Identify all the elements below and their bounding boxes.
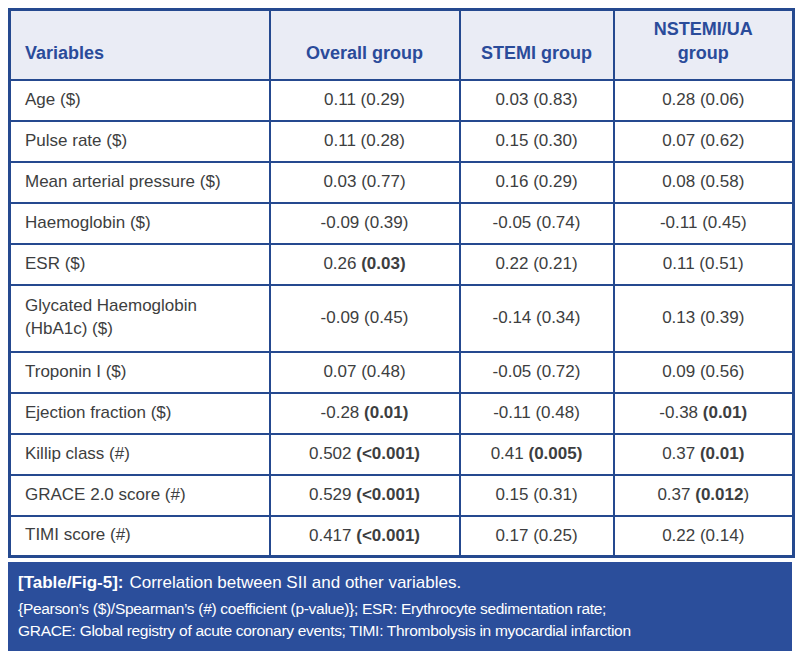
- table-caption-label: [Table/Fig-5]:: [18, 573, 123, 592]
- variable-label: Ejection fraction ($): [25, 403, 171, 422]
- overall-group-value-cell: 0.26 (0.03): [270, 244, 460, 285]
- table-row: Pulse rate ($) 0.11 (0.28) 0.15 (0.30) 0…: [10, 121, 794, 162]
- table-caption-line: [Table/Fig-5]: Correlation between SII an…: [18, 572, 780, 594]
- column-header-variables: Variables: [10, 10, 270, 80]
- column-header-stemi-group: STEMI group: [460, 10, 614, 80]
- variable-name-cell: ESR ($): [10, 244, 270, 285]
- nstemi-ua-group-value-cell: -0.11 (0.45): [614, 203, 794, 244]
- overall-group-value-cell: 0.11 (0.28): [270, 121, 460, 162]
- overall-group-value-cell: -0.28 (0.01): [270, 393, 460, 434]
- stemi-group-value-cell: 0.03 (0.83): [460, 80, 614, 121]
- overall-group-value-cell: 0.417 (<0.001): [270, 516, 460, 557]
- variable-label: Age ($): [25, 90, 81, 109]
- nstemi-ua-group-value-cell: 0.13 (0.39): [614, 285, 794, 352]
- stemi-group-value-cell: -0.14 (0.34): [460, 285, 614, 352]
- table-row: Killip class (#) 0.502 (<0.001) 0.41 (0.…: [10, 434, 794, 475]
- nstemi-ua-group-value-cell: 0.22 (0.14): [614, 516, 794, 557]
- table-row: TIMI score (#) 0.417 (<0.001) 0.17 (0.25…: [10, 516, 794, 557]
- variable-name-cell: Glycated Haemoglobin (HbA1c) ($): [10, 285, 270, 352]
- stemi-group-value-cell: 0.41 (0.005): [460, 434, 614, 475]
- variable-name-cell: Ejection fraction ($): [10, 393, 270, 434]
- variable-name-cell: Killip class (#): [10, 434, 270, 475]
- stemi-group-value-cell: 0.17 (0.25): [460, 516, 614, 557]
- overall-group-value-cell: -0.09 (0.45): [270, 285, 460, 352]
- column-header-nstemi-ua-group: NSTEMI/UA group: [614, 10, 794, 80]
- nstemi-ua-group-value-cell: 0.11 (0.51): [614, 244, 794, 285]
- figure-page: Variables Overall group STEMI group NSTE…: [0, 0, 800, 655]
- table-row: GRACE 2.0 score (#) 0.529 (<0.001) 0.15 …: [10, 475, 794, 516]
- variable-label: Haemoglobin ($): [25, 213, 151, 232]
- overall-group-value-cell: -0.09 (0.39): [270, 203, 460, 244]
- variable-label: GRACE 2.0 score (#): [25, 485, 186, 504]
- stemi-group-value-cell: -0.11 (0.48): [460, 393, 614, 434]
- table-row: Ejection fraction ($) -0.28 (0.01) -0.11…: [10, 393, 794, 434]
- overall-group-value-cell: 0.502 (<0.001): [270, 434, 460, 475]
- table-row: Age ($) 0.11 (0.29) 0.03 (0.83) 0.28 (0.…: [10, 80, 794, 121]
- stemi-group-value-cell: 0.22 (0.21): [460, 244, 614, 285]
- variable-label: Mean arterial pressure ($): [25, 172, 221, 191]
- variable-name-cell: Haemoglobin ($): [10, 203, 270, 244]
- variable-name-cell: Pulse rate ($): [10, 121, 270, 162]
- table-caption-text: Correlation between SII and other variab…: [129, 573, 461, 592]
- column-header-overall-group: Overall group: [270, 10, 460, 80]
- stemi-group-value-cell: 0.16 (0.29): [460, 162, 614, 203]
- overall-group-value-cell: 0.03 (0.77): [270, 162, 460, 203]
- overall-group-value-cell: 0.529 (<0.001): [270, 475, 460, 516]
- variable-name-cell: Mean arterial pressure ($): [10, 162, 270, 203]
- nstemi-ua-group-value-cell: 0.37 (0.01): [614, 434, 794, 475]
- overall-group-value-cell: 0.07 (0.48): [270, 352, 460, 393]
- variable-label: ESR ($): [25, 254, 85, 273]
- nstemi-ua-group-value-cell: -0.38 (0.01): [614, 393, 794, 434]
- nstemi-ua-group-value-cell: 0.28 (0.06): [614, 80, 794, 121]
- table-row: Mean arterial pressure ($) 0.03 (0.77) 0…: [10, 162, 794, 203]
- variable-label: Troponin I ($): [25, 362, 126, 381]
- variable-label: TIMI score (#): [25, 525, 131, 544]
- variable-name-cell: TIMI score (#): [10, 516, 270, 557]
- stemi-group-value-cell: 0.15 (0.30): [460, 121, 614, 162]
- table-footnote-line-1: {Pearson’s ($)/Spearman’s (#) coefficien…: [18, 598, 780, 620]
- variable-name-cell: Troponin I ($): [10, 352, 270, 393]
- correlation-table: Variables Overall group STEMI group NSTE…: [8, 8, 795, 558]
- stemi-group-value-cell: -0.05 (0.74): [460, 203, 614, 244]
- table-row: Glycated Haemoglobin (HbA1c) ($) -0.09 (…: [10, 285, 794, 352]
- overall-group-value-cell: 0.11 (0.29): [270, 80, 460, 121]
- nstemi-ua-group-value-cell: 0.09 (0.56): [614, 352, 794, 393]
- table-footnote-line-2: GRACE: Global registry of acute coronary…: [18, 620, 780, 642]
- table-row: Haemoglobin ($) -0.09 (0.39) -0.05 (0.74…: [10, 203, 794, 244]
- table-row: Troponin I ($) 0.07 (0.48) -0.05 (0.72) …: [10, 352, 794, 393]
- nstemi-ua-group-value-cell: 0.07 (0.62): [614, 121, 794, 162]
- variable-name-cell: Age ($): [10, 80, 270, 121]
- table-row: ESR ($) 0.26 (0.03) 0.22 (0.21) 0.11 (0.…: [10, 244, 794, 285]
- header-row: Variables Overall group STEMI group NSTE…: [10, 10, 794, 80]
- table-caption-block: [Table/Fig-5]: Correlation between SII an…: [8, 562, 792, 651]
- variable-name-cell: GRACE 2.0 score (#): [10, 475, 270, 516]
- variable-label: Glycated Haemoglobin (HbA1c) ($): [25, 296, 197, 338]
- variable-label: Killip class (#): [25, 444, 130, 463]
- variable-label: Pulse rate ($): [25, 131, 127, 150]
- nstemi-ua-group-value-cell: 0.37 (0.012): [614, 475, 794, 516]
- stemi-group-value-cell: 0.15 (0.31): [460, 475, 614, 516]
- nstemi-ua-group-value-cell: 0.08 (0.58): [614, 162, 794, 203]
- stemi-group-value-cell: -0.05 (0.72): [460, 352, 614, 393]
